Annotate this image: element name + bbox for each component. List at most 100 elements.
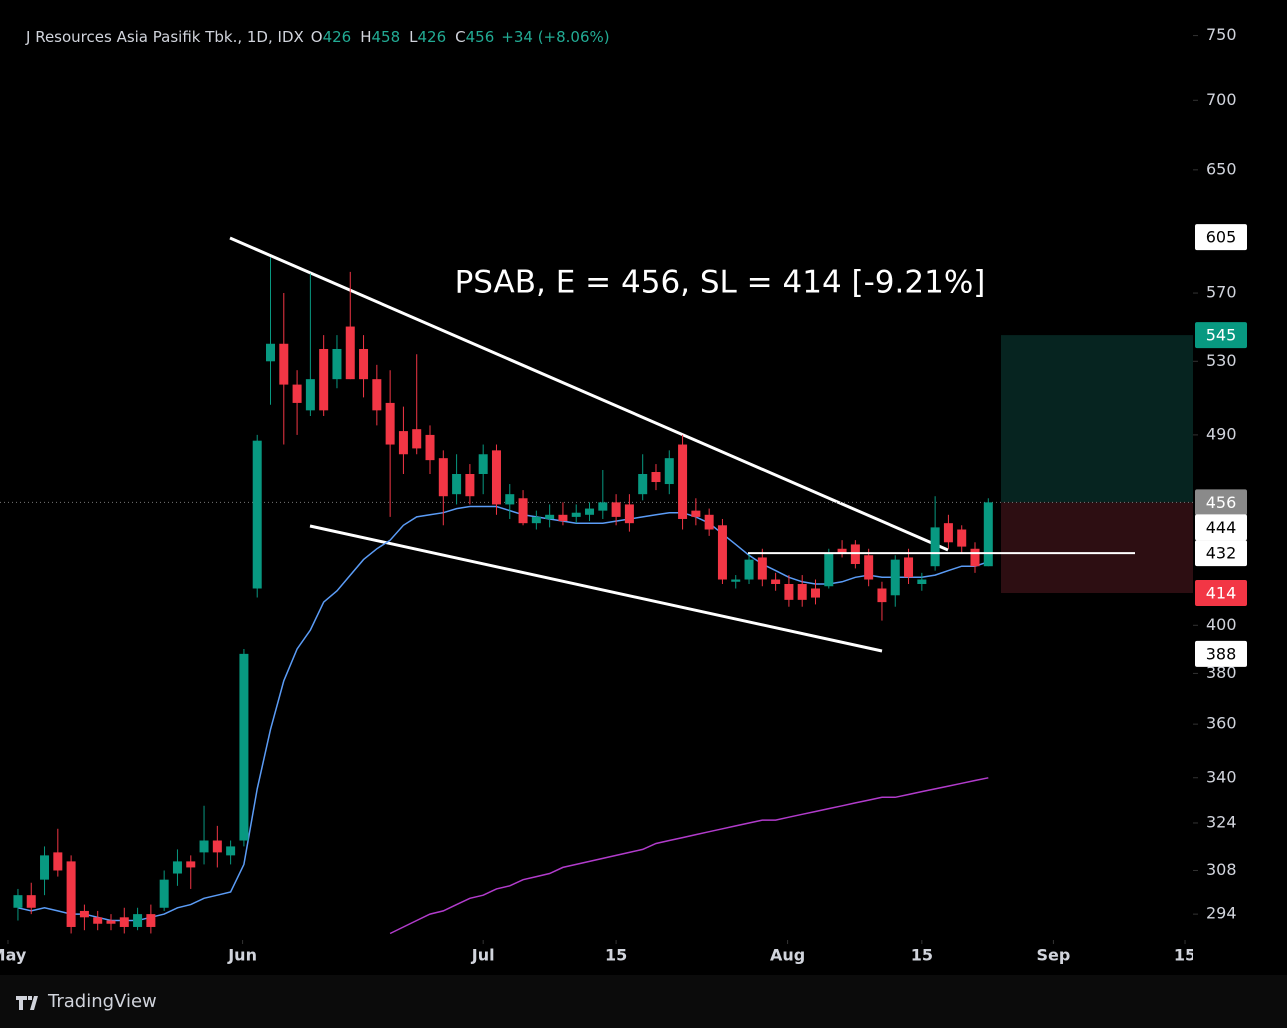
candle-body <box>226 846 236 856</box>
price-label-box <box>1195 580 1247 607</box>
y-tick-label: 570 <box>1206 283 1237 302</box>
plot-area <box>0 236 1193 935</box>
x-tick-label: 15 <box>1174 946 1196 965</box>
candle-body <box>438 458 448 497</box>
legend-key: L <box>409 28 418 46</box>
candle-body <box>66 861 76 927</box>
trend-line <box>229 236 949 552</box>
candle-body <box>824 553 834 587</box>
candle-body <box>425 434 435 461</box>
y-tick-label: 308 <box>1206 860 1237 879</box>
target-zone <box>1001 335 1193 503</box>
candle-body <box>372 379 382 411</box>
candle-body <box>837 548 847 554</box>
candle-body <box>53 852 63 871</box>
candle-body <box>917 579 927 584</box>
y-tick-label: 380 <box>1206 663 1237 682</box>
candle-body <box>717 525 727 580</box>
annotation: PSAB, E = 456, SL = 414 [-9.21%] <box>455 265 986 301</box>
price-label-box <box>1195 224 1247 251</box>
price-label-box <box>1195 489 1247 516</box>
candle-body <box>864 555 874 580</box>
candle-body <box>279 343 289 385</box>
candle-body <box>146 914 156 927</box>
x-tick-label: May <box>0 946 27 965</box>
candle-body <box>598 502 608 511</box>
candle-body <box>305 379 315 411</box>
candle-body <box>784 583 794 600</box>
x-tick-label: Aug <box>770 946 805 965</box>
candle-body <box>292 384 302 403</box>
candle-body <box>704 514 714 530</box>
candle-body <box>558 514 568 522</box>
y-tick-label: 324 <box>1206 812 1237 831</box>
x-tick-label: 15 <box>911 946 933 965</box>
candle-body <box>850 544 860 565</box>
candle-body <box>212 840 222 853</box>
candle-body <box>359 348 369 380</box>
legend-item: H458 <box>360 28 400 46</box>
y-tick-label: 650 <box>1206 159 1237 178</box>
candle-body <box>744 559 754 580</box>
candle-body <box>890 559 900 596</box>
candle-body <box>930 527 940 567</box>
trend-line <box>309 524 883 653</box>
candle-body <box>638 474 648 495</box>
candle-body <box>771 579 781 584</box>
candle-body <box>332 348 342 380</box>
candle-body <box>904 557 914 578</box>
candle-body <box>452 474 462 495</box>
moving-average <box>389 777 989 935</box>
candle-body <box>79 910 89 918</box>
candle-body <box>624 504 634 524</box>
candle-body <box>412 429 422 449</box>
price-label: 545 <box>1206 326 1237 345</box>
candle-body <box>465 474 475 497</box>
y-tick-label: 490 <box>1206 424 1237 443</box>
legend-key: H <box>360 28 372 46</box>
legend: J Resources Asia Pasifik Tbk., 1D, IDX O… <box>26 28 610 46</box>
candle-body <box>877 588 887 603</box>
candle-body <box>518 498 528 524</box>
y-tick-label: 750 <box>1206 25 1237 44</box>
candle-body <box>571 512 581 517</box>
candle-body <box>531 516 541 524</box>
candle-body <box>611 502 621 517</box>
y-tick-label: 530 <box>1206 351 1237 370</box>
candle-body <box>664 458 674 485</box>
y-tick-label: 360 <box>1206 714 1237 733</box>
x-tick-label: Jul <box>471 946 495 965</box>
x-tick-label: Sep <box>1037 946 1071 965</box>
price-label-box <box>1195 514 1247 541</box>
x-tick-label: 15 <box>605 946 627 965</box>
candle-body <box>478 454 488 475</box>
legend-title: J Resources Asia Pasifik Tbk., 1D, IDX <box>26 28 304 46</box>
candle-body <box>983 502 993 567</box>
price-label: 456 <box>1206 493 1237 512</box>
y-tick-label: 294 <box>1206 904 1237 923</box>
y-tick-label: 700 <box>1206 90 1237 109</box>
candle-body <box>943 523 953 543</box>
legend-key: O <box>310 28 323 46</box>
y-tick-label: 340 <box>1206 767 1237 786</box>
candle-body <box>172 861 182 874</box>
candle-body <box>957 529 967 547</box>
legend-value: 458 <box>371 28 401 46</box>
candle-body <box>199 840 209 853</box>
price-label-box <box>1195 640 1247 667</box>
candle-body <box>691 510 701 517</box>
x-tick-label: Jun <box>227 946 257 965</box>
x-axis: May Jun Jul 15 Aug 15 Sep 15 <box>0 940 1196 965</box>
candle-body <box>505 494 515 505</box>
price-label: 432 <box>1206 544 1237 563</box>
candle-body <box>40 855 50 880</box>
legend-item: L426 <box>409 28 446 46</box>
candle-body <box>252 440 262 589</box>
candle-body <box>970 548 980 567</box>
legend-change: +34 (+8.06%) <box>501 28 610 46</box>
candle-body <box>491 450 501 505</box>
candle-body <box>159 879 169 908</box>
y-tick-label: 400 <box>1206 615 1237 634</box>
candle-body <box>106 920 116 924</box>
